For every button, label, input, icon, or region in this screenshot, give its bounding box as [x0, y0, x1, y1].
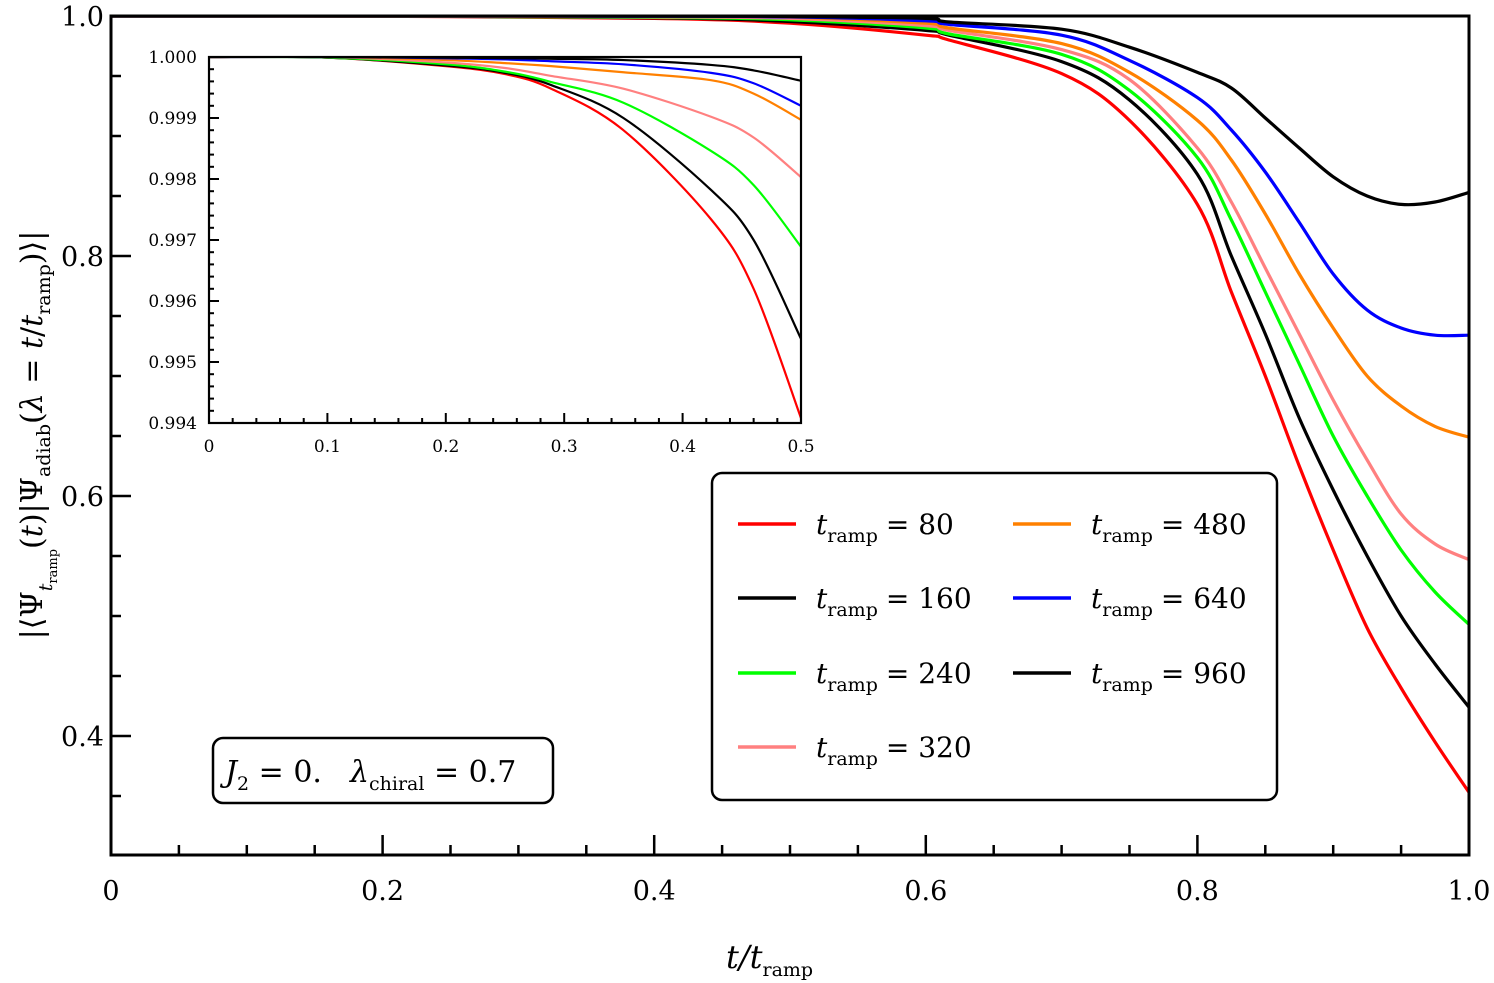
legend-label: tramp = 480 [1091, 508, 1247, 547]
x-tick-label: 0.4 [633, 876, 676, 907]
y-axis-label: |⟨Ψtramp(t)|Ψadiab(λ = t/tramp)⟩| [15, 231, 61, 640]
y-tick-label: 1.0 [61, 2, 104, 33]
inset-y-tick-label: 0.994 [148, 414, 197, 434]
inset-y-tick-label: 0.998 [148, 170, 197, 190]
legend-item: tramp = 240 [738, 657, 972, 696]
inset-y-tick-label: 0.996 [148, 292, 197, 312]
legend-label: tramp = 160 [816, 582, 972, 621]
legend-label: tramp = 240 [816, 657, 972, 696]
x-tick-label: 0 [102, 876, 119, 907]
x-tick-label: 0.8 [1176, 876, 1219, 907]
inset-y-tick-label: 1.000 [148, 48, 197, 68]
inset-x-tick-label: 0.2 [432, 437, 459, 457]
svg-text:|⟨Ψtramp(t)|Ψadiab(λ = t/tramp: |⟨Ψtramp(t)|Ψadiab(λ = t/tramp)⟩| [15, 231, 61, 640]
inset-x-tick-label: 0.1 [314, 437, 341, 457]
legend: tramp = 80 tramp = 160 tramp = 240 tramp = 320 t… [710, 471, 1279, 802]
parameter-annotation: J2 = 0. λchiral = 0.7 [211, 736, 555, 805]
x-tick-label: 0.6 [904, 876, 947, 907]
inset-y-tick-label: 0.997 [148, 231, 197, 251]
inset-y-tick-label: 0.995 [148, 353, 197, 373]
y-tick-label: 0.6 [61, 482, 104, 513]
y-tick-label: 0.4 [61, 722, 104, 753]
legend-label: tramp = 960 [1091, 657, 1247, 696]
inset-plot: 0 0.1 0.2 0.3 0.4 0.5 0.994 0.995 0.996 0.997 0.99… [148, 48, 814, 457]
x-tick-label: 1.0 [1448, 876, 1491, 907]
inset-plot-axes: 0 0.1 0.2 0.3 0.4 0.5 0.994 0.995 0.996 0.997 0.99… [148, 48, 814, 457]
legend-item: tramp = 480 [1013, 508, 1247, 547]
legend-label: tramp = 80 [816, 508, 954, 547]
inset-x-tick-label: 0.3 [551, 437, 578, 457]
legend-item: tramp = 960 [1013, 657, 1247, 696]
legend-item: tramp = 80 [738, 508, 954, 547]
legend-item: tramp = 640 [1013, 582, 1247, 621]
inset-x-tick-label: 0.5 [787, 437, 814, 457]
legend-label: tramp = 320 [816, 731, 972, 770]
inset-x-tick-label: 0.4 [669, 437, 696, 457]
x-axis-label: t/tramp [726, 938, 813, 981]
svg-text:t/tramp: t/tramp [726, 938, 813, 981]
inset-y-tick-label: 0.999 [148, 109, 197, 129]
main-plot-axes: 0 0.2 0.4 0.6 0.8 1.0 0.4 0.6 0.8 1.0 [61, 2, 1490, 907]
inset-x-tick-label: 0 [204, 437, 215, 457]
legend-item: tramp = 160 [738, 582, 972, 621]
y-tick-label: 0.8 [61, 242, 104, 273]
legend-item: tramp = 320 [738, 731, 972, 770]
x-tick-label: 0.2 [361, 876, 404, 907]
svg-text:J2 = 0.λchiral = 0.7: J2 = 0. λchiral = 0.7 [219, 755, 516, 795]
legend-label: tramp = 640 [1091, 582, 1247, 621]
